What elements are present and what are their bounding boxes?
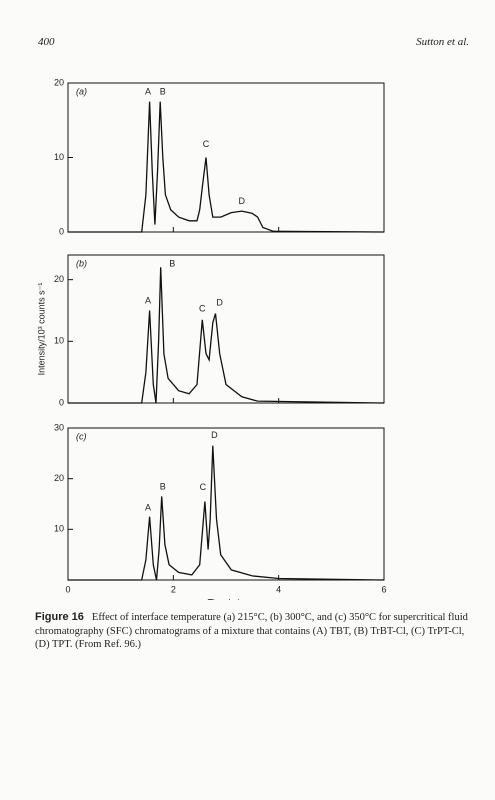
running-head: Sutton et al. [416, 36, 469, 48]
y-tick-label: 20 [54, 77, 64, 87]
x-tick-label: 6 [381, 584, 386, 594]
plot-frame [67, 82, 385, 233]
caption-label: Figure 16 [35, 611, 84, 623]
plot-frame [67, 254, 385, 404]
y-tick-label: 10 [54, 336, 64, 346]
peak-label: C [203, 139, 210, 149]
y-tick-label: 0 [59, 397, 64, 407]
trace [68, 267, 385, 404]
plot-frame [67, 427, 385, 581]
peak-label: D [239, 196, 246, 206]
y-tick-label: 0 [59, 226, 64, 236]
y-tick-label: 20 [54, 274, 64, 284]
peak-label: B [160, 86, 166, 96]
peak-label: D [216, 297, 223, 307]
y-tick-label: 20 [54, 473, 64, 483]
x-axis-label: Time/min [208, 597, 245, 600]
page-number: 400 [38, 36, 55, 48]
x-tick-label: 2 [171, 584, 176, 594]
panel-label: (b) [76, 258, 87, 268]
caption: Figure 16 Effect of interface temperature… [35, 611, 473, 652]
panel-label: (c) [76, 431, 87, 441]
y-tick-label: 10 [54, 524, 64, 534]
peak-label: B [160, 482, 166, 492]
panel-label: (a) [76, 86, 87, 96]
peak-label: A [145, 502, 151, 512]
caption-text: Effect of interface temperature (a) 215°… [35, 612, 468, 650]
peak-label: A [145, 86, 151, 96]
x-tick-label: 0 [65, 584, 70, 594]
trace [68, 101, 385, 233]
trace [68, 445, 385, 581]
peak-label: B [169, 259, 175, 269]
y-axis-label: Intensity/10³ counts s⁻¹ [36, 283, 46, 376]
x-tick-label: 4 [276, 584, 281, 594]
peak-label: C [199, 304, 206, 314]
peak-label: D [211, 430, 218, 440]
y-tick-label: 10 [54, 152, 64, 162]
peak-label: A [145, 296, 151, 306]
y-tick-label: 30 [54, 422, 64, 432]
peak-label: C [200, 482, 207, 492]
